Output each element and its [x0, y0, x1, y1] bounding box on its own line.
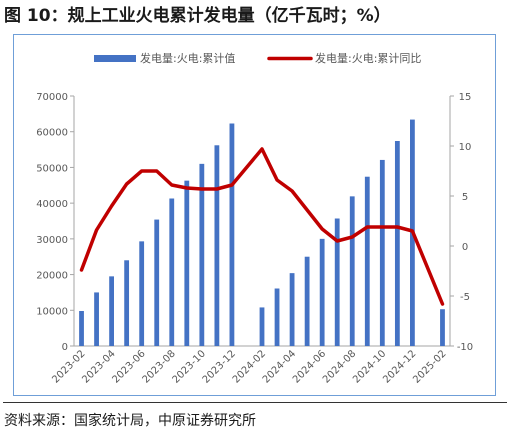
x-tick-label: 2025-02 — [411, 348, 448, 385]
right-tick-label: 5 — [462, 192, 468, 203]
bar — [334, 218, 340, 346]
bar — [304, 256, 310, 346]
bar — [349, 196, 355, 346]
legend-label-line: 发电量:火电:累计同比 — [315, 51, 421, 65]
right-tick-label: 0 — [462, 242, 468, 253]
bar — [139, 241, 145, 346]
chart-title: 图 10：规上工业火电累计发电量（亿千瓦时；%） — [4, 6, 391, 26]
bar — [394, 141, 400, 346]
bar — [94, 292, 99, 346]
bar — [229, 123, 235, 346]
bar — [364, 176, 370, 346]
left-tick-label: 70000 — [36, 92, 68, 103]
series-line — [79, 147, 445, 306]
bar — [259, 307, 265, 346]
source-note: 资料来源：国家统计局，中原证券研究所 — [4, 413, 256, 429]
left-tick-label: 20000 — [36, 271, 68, 282]
bar — [274, 288, 280, 346]
right-tick-label: -5 — [460, 292, 470, 303]
chart-plot: 0 10000 20000 30000 40000 50000 60000 70000 -10 -… — [36, 51, 473, 386]
legend-label-bar: 发电量:火电:累计值 — [140, 51, 235, 65]
bar — [184, 180, 190, 346]
left-tick-label: 0 — [62, 342, 68, 353]
chart-frame: 0 10000 20000 30000 40000 50000 60000 70000 -10 -… — [13, 34, 496, 396]
bar — [214, 145, 220, 346]
bar — [319, 238, 325, 346]
bar — [124, 260, 130, 346]
bar — [379, 159, 385, 346]
bar — [199, 163, 205, 346]
left-tick-label: 50000 — [36, 163, 68, 174]
left-tick-label: 30000 — [36, 235, 68, 246]
left-tick-label: 60000 — [36, 128, 68, 139]
bar — [440, 309, 445, 346]
legend-swatch-bar — [94, 55, 136, 62]
right-tick-label: 10 — [459, 142, 472, 153]
left-tick-label: 40000 — [36, 199, 68, 210]
source-divider — [3, 402, 507, 403]
bar — [169, 198, 175, 346]
bar — [109, 276, 114, 346]
right-tick-label: -10 — [457, 342, 473, 353]
left-tick-label: 10000 — [36, 306, 68, 317]
bar — [79, 311, 84, 346]
bar — [154, 219, 160, 346]
bar — [289, 273, 295, 346]
right-tick-label: 15 — [459, 92, 472, 103]
